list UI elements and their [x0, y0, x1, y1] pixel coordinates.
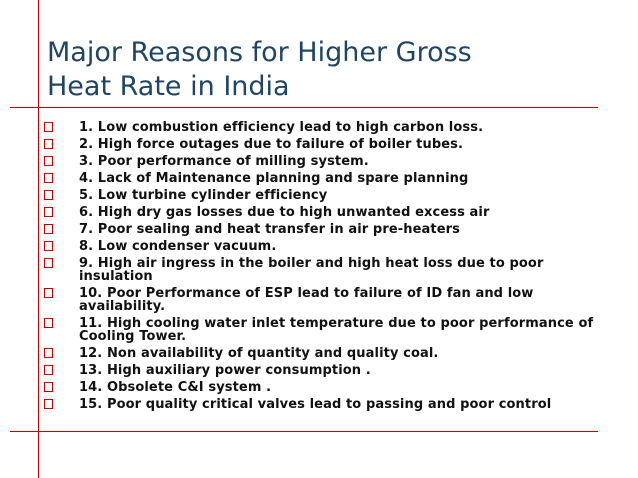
square-bullet-icon: [44, 224, 53, 234]
list-item: 3. Poor performance of milling system.: [0, 155, 609, 168]
list-item: 14. Obsolete C&I system .: [0, 381, 609, 394]
square-bullet-icon: [44, 139, 53, 149]
square-bullet-icon: [44, 288, 53, 298]
list-item-text: 4. Lack of Maintenance planning and spar…: [79, 171, 469, 186]
list-item: 13. High auxiliary power consumption .: [0, 364, 609, 377]
list-item-text: 12. Non availability of quantity and qua…: [79, 346, 439, 361]
list-item: 9. High air ingress in the boiler and hi…: [0, 257, 609, 283]
list-item-text: 5. Low turbine cylinder efficiency: [79, 188, 328, 203]
title-divider-rule: [10, 107, 598, 108]
square-bullet-icon: [44, 241, 53, 251]
list-item-text: 13. High auxiliary power consumption .: [79, 363, 371, 378]
list-item: 6. High dry gas losses due to high unwan…: [0, 206, 609, 219]
square-bullet-icon: [44, 382, 53, 392]
list-item-text: 11. High cooling water inlet temperature…: [79, 316, 594, 344]
list-item-text: 3. Poor performance of milling system.: [79, 154, 369, 169]
list-item-text: 10. Poor Performance of ESP lead to fail…: [79, 286, 534, 314]
list-item-text: 1. Low combustion efficiency lead to hig…: [79, 120, 484, 135]
square-bullet-icon: [44, 156, 53, 166]
square-bullet-icon: [44, 173, 53, 183]
list-item: 5. Low turbine cylinder efficiency: [0, 189, 609, 202]
list-item: 1. Low combustion efficiency lead to hig…: [0, 121, 609, 134]
list-item: 8. Low condenser vacuum.: [0, 240, 609, 253]
square-bullet-icon: [44, 207, 53, 217]
list-item: 12. Non availability of quantity and qua…: [0, 347, 609, 360]
list-item-text: 15. Poor quality critical valves lead to…: [79, 397, 552, 412]
square-bullet-icon: [44, 348, 53, 358]
list-item: 10. Poor Performance of ESP lead to fail…: [0, 287, 609, 313]
square-bullet-icon: [44, 318, 53, 328]
list-item: 15. Poor quality critical valves lead to…: [0, 398, 609, 411]
list-item-text: 9. High air ingress in the boiler and hi…: [79, 256, 544, 284]
square-bullet-icon: [44, 399, 53, 409]
square-bullet-icon: [44, 122, 53, 132]
list-item-text: 2. High force outages due to failure of …: [79, 137, 464, 152]
list-item-text: 14. Obsolete C&I system .: [79, 380, 272, 395]
left-vertical-rule: [38, 0, 39, 478]
list-item-text: 8. Low condenser vacuum.: [79, 239, 277, 254]
list-item-text: 6. High dry gas losses due to high unwan…: [79, 205, 490, 220]
square-bullet-icon: [44, 190, 53, 200]
list-item-text: 7. Poor sealing and heat transfer in air…: [79, 222, 460, 237]
list-item: 4. Lack of Maintenance planning and spar…: [0, 172, 609, 185]
list-item: 11. High cooling water inlet temperature…: [0, 317, 609, 343]
square-bullet-icon: [44, 365, 53, 375]
bottom-divider-rule: [10, 431, 598, 432]
square-bullet-icon: [44, 258, 53, 268]
list-item: 7. Poor sealing and heat transfer in air…: [0, 223, 609, 236]
list-item: 2. High force outages due to failure of …: [0, 138, 609, 151]
reasons-list: 1. Low combustion efficiency lead to hig…: [0, 121, 638, 415]
slide-title: Major Reasons for Higher Gross Heat Rate…: [47, 37, 472, 102]
